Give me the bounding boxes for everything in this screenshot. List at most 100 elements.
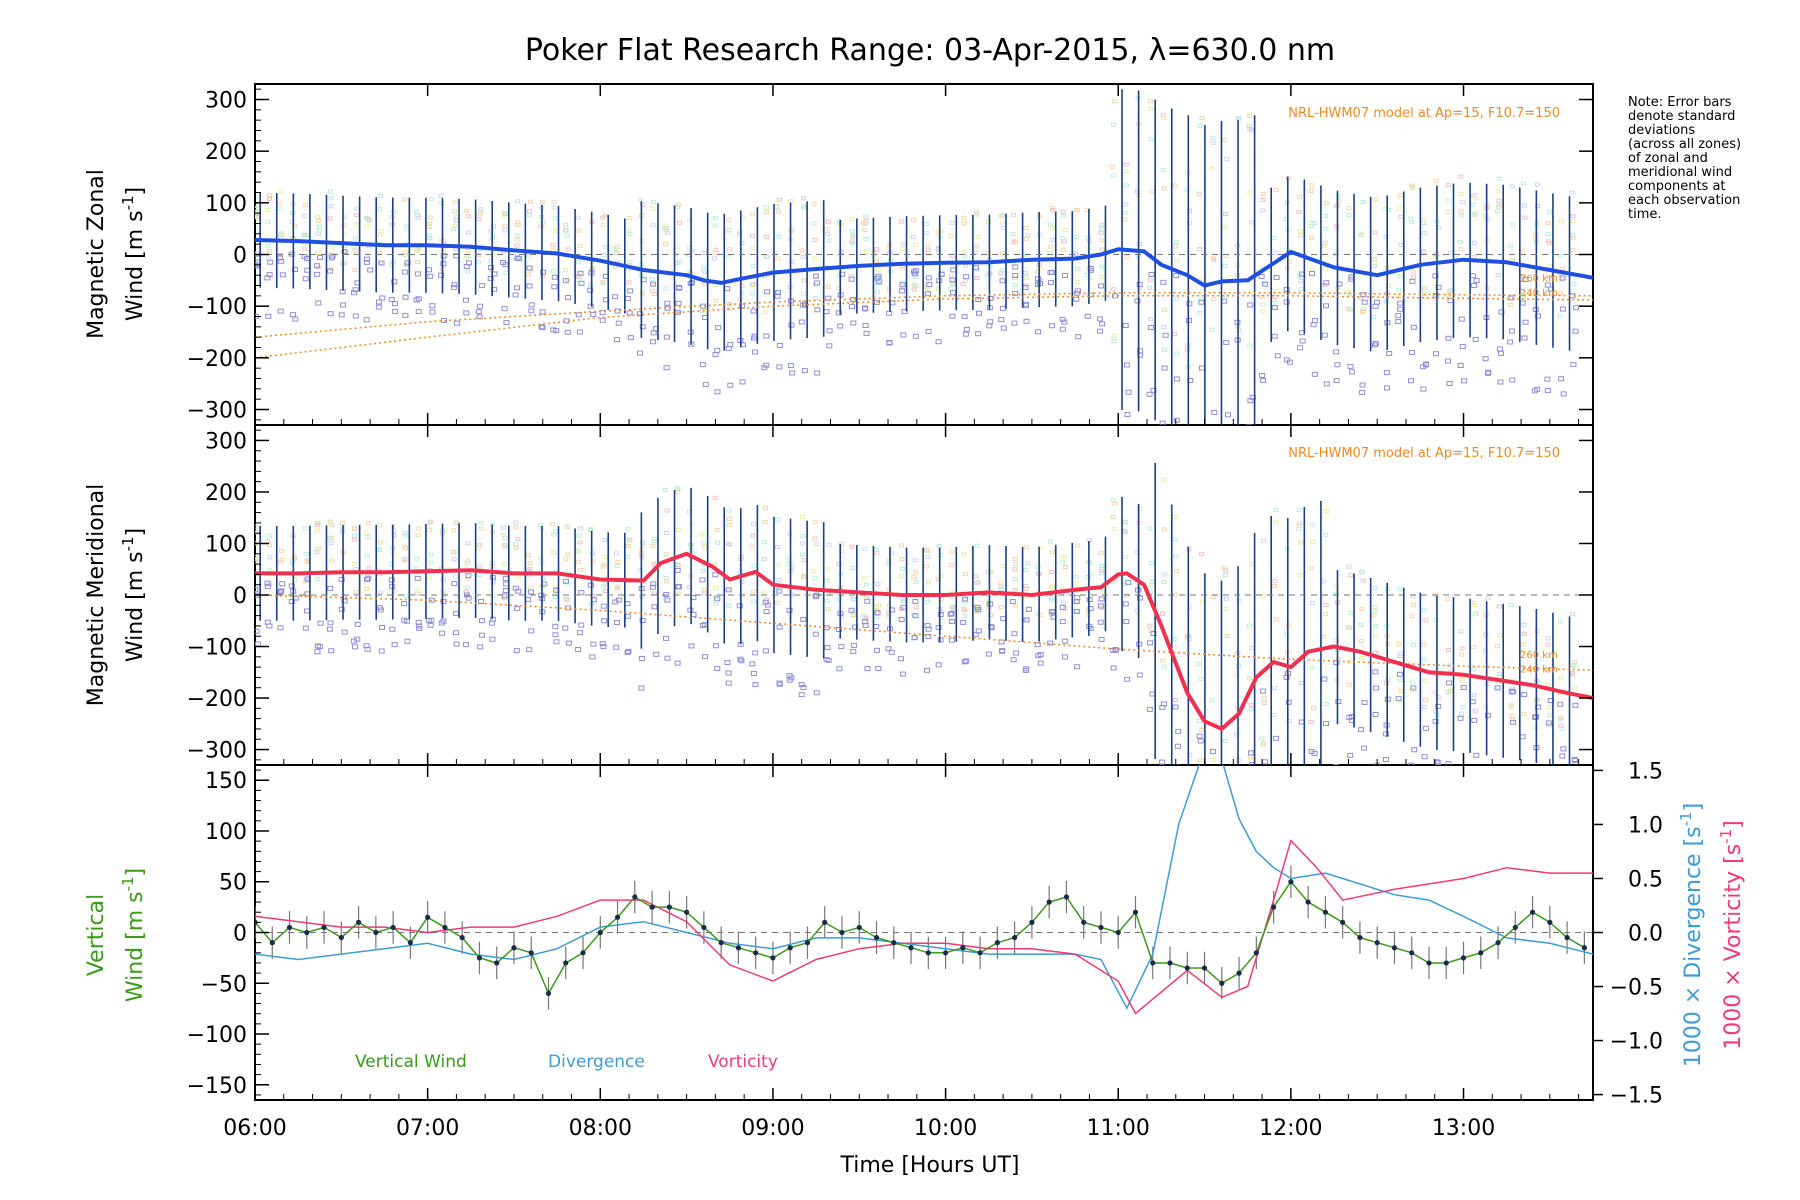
zone-wind-marker [1122,601,1129,607]
background-zone-marker [291,554,297,559]
background-zone-marker [1099,274,1105,279]
background-zone-marker [1520,649,1526,654]
zone-wind-marker [528,308,535,314]
zone-wind-marker [1508,688,1515,694]
background-zone-marker [1521,631,1527,636]
background-zone-marker [1274,617,1280,622]
zone-wind-marker [1308,271,1315,277]
background-zone-marker [502,562,508,567]
zone-wind-marker [886,339,893,345]
zone-wind-marker [1197,738,1204,744]
zone-wind-marker [391,279,398,285]
zone-wind-marker [326,626,333,632]
background-zone-marker [1247,755,1253,760]
background-zone-marker [403,594,409,599]
zone-wind-marker [1494,685,1501,691]
zone-wind-marker [512,292,519,298]
background-zone-marker [476,253,482,258]
background-zone-marker [1323,201,1329,206]
zone-wind-marker [1473,752,1480,758]
background-zone-marker [465,230,471,235]
zone-wind-marker [1098,283,1105,289]
background-zone-marker [1249,561,1255,566]
zone-wind-marker [414,271,421,277]
zone-wind-marker [277,625,284,631]
background-zone-marker [1174,351,1180,356]
vertical-y-tick-label: 50 [219,871,247,896]
zone-wind-marker [415,619,422,625]
background-zone-marker [1172,537,1178,542]
background-zone-marker [850,612,856,617]
background-zone-marker [1422,698,1428,703]
zone-wind-marker [392,308,399,314]
background-zone-marker [563,267,569,272]
zone-wind-marker [649,584,656,590]
background-zone-marker [1445,198,1451,203]
zone-wind-marker [413,297,420,303]
background-zone-marker [1569,671,1575,676]
vertical-wind-point [563,960,569,966]
background-zone-marker [726,508,732,513]
background-zone-marker [1210,166,1216,171]
zone-wind-marker [653,651,660,657]
zone-wind-marker [1347,363,1354,369]
zonal-y-tick-label: −100 [187,295,247,320]
background-zone-marker [589,551,595,556]
zone-wind-marker [1323,280,1330,286]
vertical-wind-point [1581,945,1587,951]
background-zone-marker [749,282,755,287]
background-zone-marker [565,247,571,252]
background-zone-marker [1398,193,1404,198]
background-zone-marker [1147,99,1153,104]
zone-wind-marker [949,313,956,319]
vertical-wind-point [1564,934,1570,941]
zone-wind-marker [1321,676,1328,682]
zone-wind-marker [714,596,721,602]
zone-wind-marker [441,318,448,324]
background-zone-marker [255,524,259,529]
background-zone-marker [1210,135,1216,140]
zone-wind-marker [1472,336,1479,342]
background-zone-marker [800,254,806,259]
background-zone-marker [464,208,470,213]
background-zone-marker [1196,192,1202,197]
background-zone-marker [701,282,707,287]
background-zone-marker [1558,675,1564,680]
background-zone-marker [1395,294,1401,299]
right-axis-tick-label: 0.5 [1628,867,1663,892]
vertical-y-tick-label: 150 [205,769,247,794]
background-zone-marker [502,224,508,229]
zone-wind-marker [1371,342,1378,348]
background-zone-marker [1410,269,1416,274]
zone-wind-marker [613,644,620,650]
background-zone-marker [1359,655,1365,660]
zone-wind-marker [1544,282,1551,288]
zone-wind-marker [416,625,423,631]
background-zone-marker [515,220,521,225]
background-zone-marker [453,218,459,223]
vertical-wind-point [1167,960,1173,966]
background-zone-marker [625,543,631,548]
background-zone-marker [876,268,882,273]
zone-wind-marker [712,643,719,649]
background-zone-marker [553,529,559,534]
background-zone-marker [913,570,919,575]
zone-wind-marker [503,320,510,326]
background-zone-marker [923,564,929,569]
background-zone-marker [1272,578,1278,583]
zone-wind-marker [715,325,722,331]
background-zone-marker [550,522,556,527]
zone-wind-marker [1522,319,1529,325]
vertical-y-tick-label: −100 [187,1023,247,1048]
background-zone-marker [1398,214,1404,219]
zone-wind-marker [624,649,631,655]
zone-wind-marker [1383,370,1390,376]
background-zone-marker [776,197,782,202]
background-zone-marker [1135,189,1141,194]
background-zone-marker [886,246,892,251]
background-zone-marker [513,520,519,525]
zone-wind-marker [1084,313,1091,319]
zone-wind-marker [339,302,346,308]
background-zone-marker [824,578,830,583]
zone-wind-marker [948,610,955,616]
